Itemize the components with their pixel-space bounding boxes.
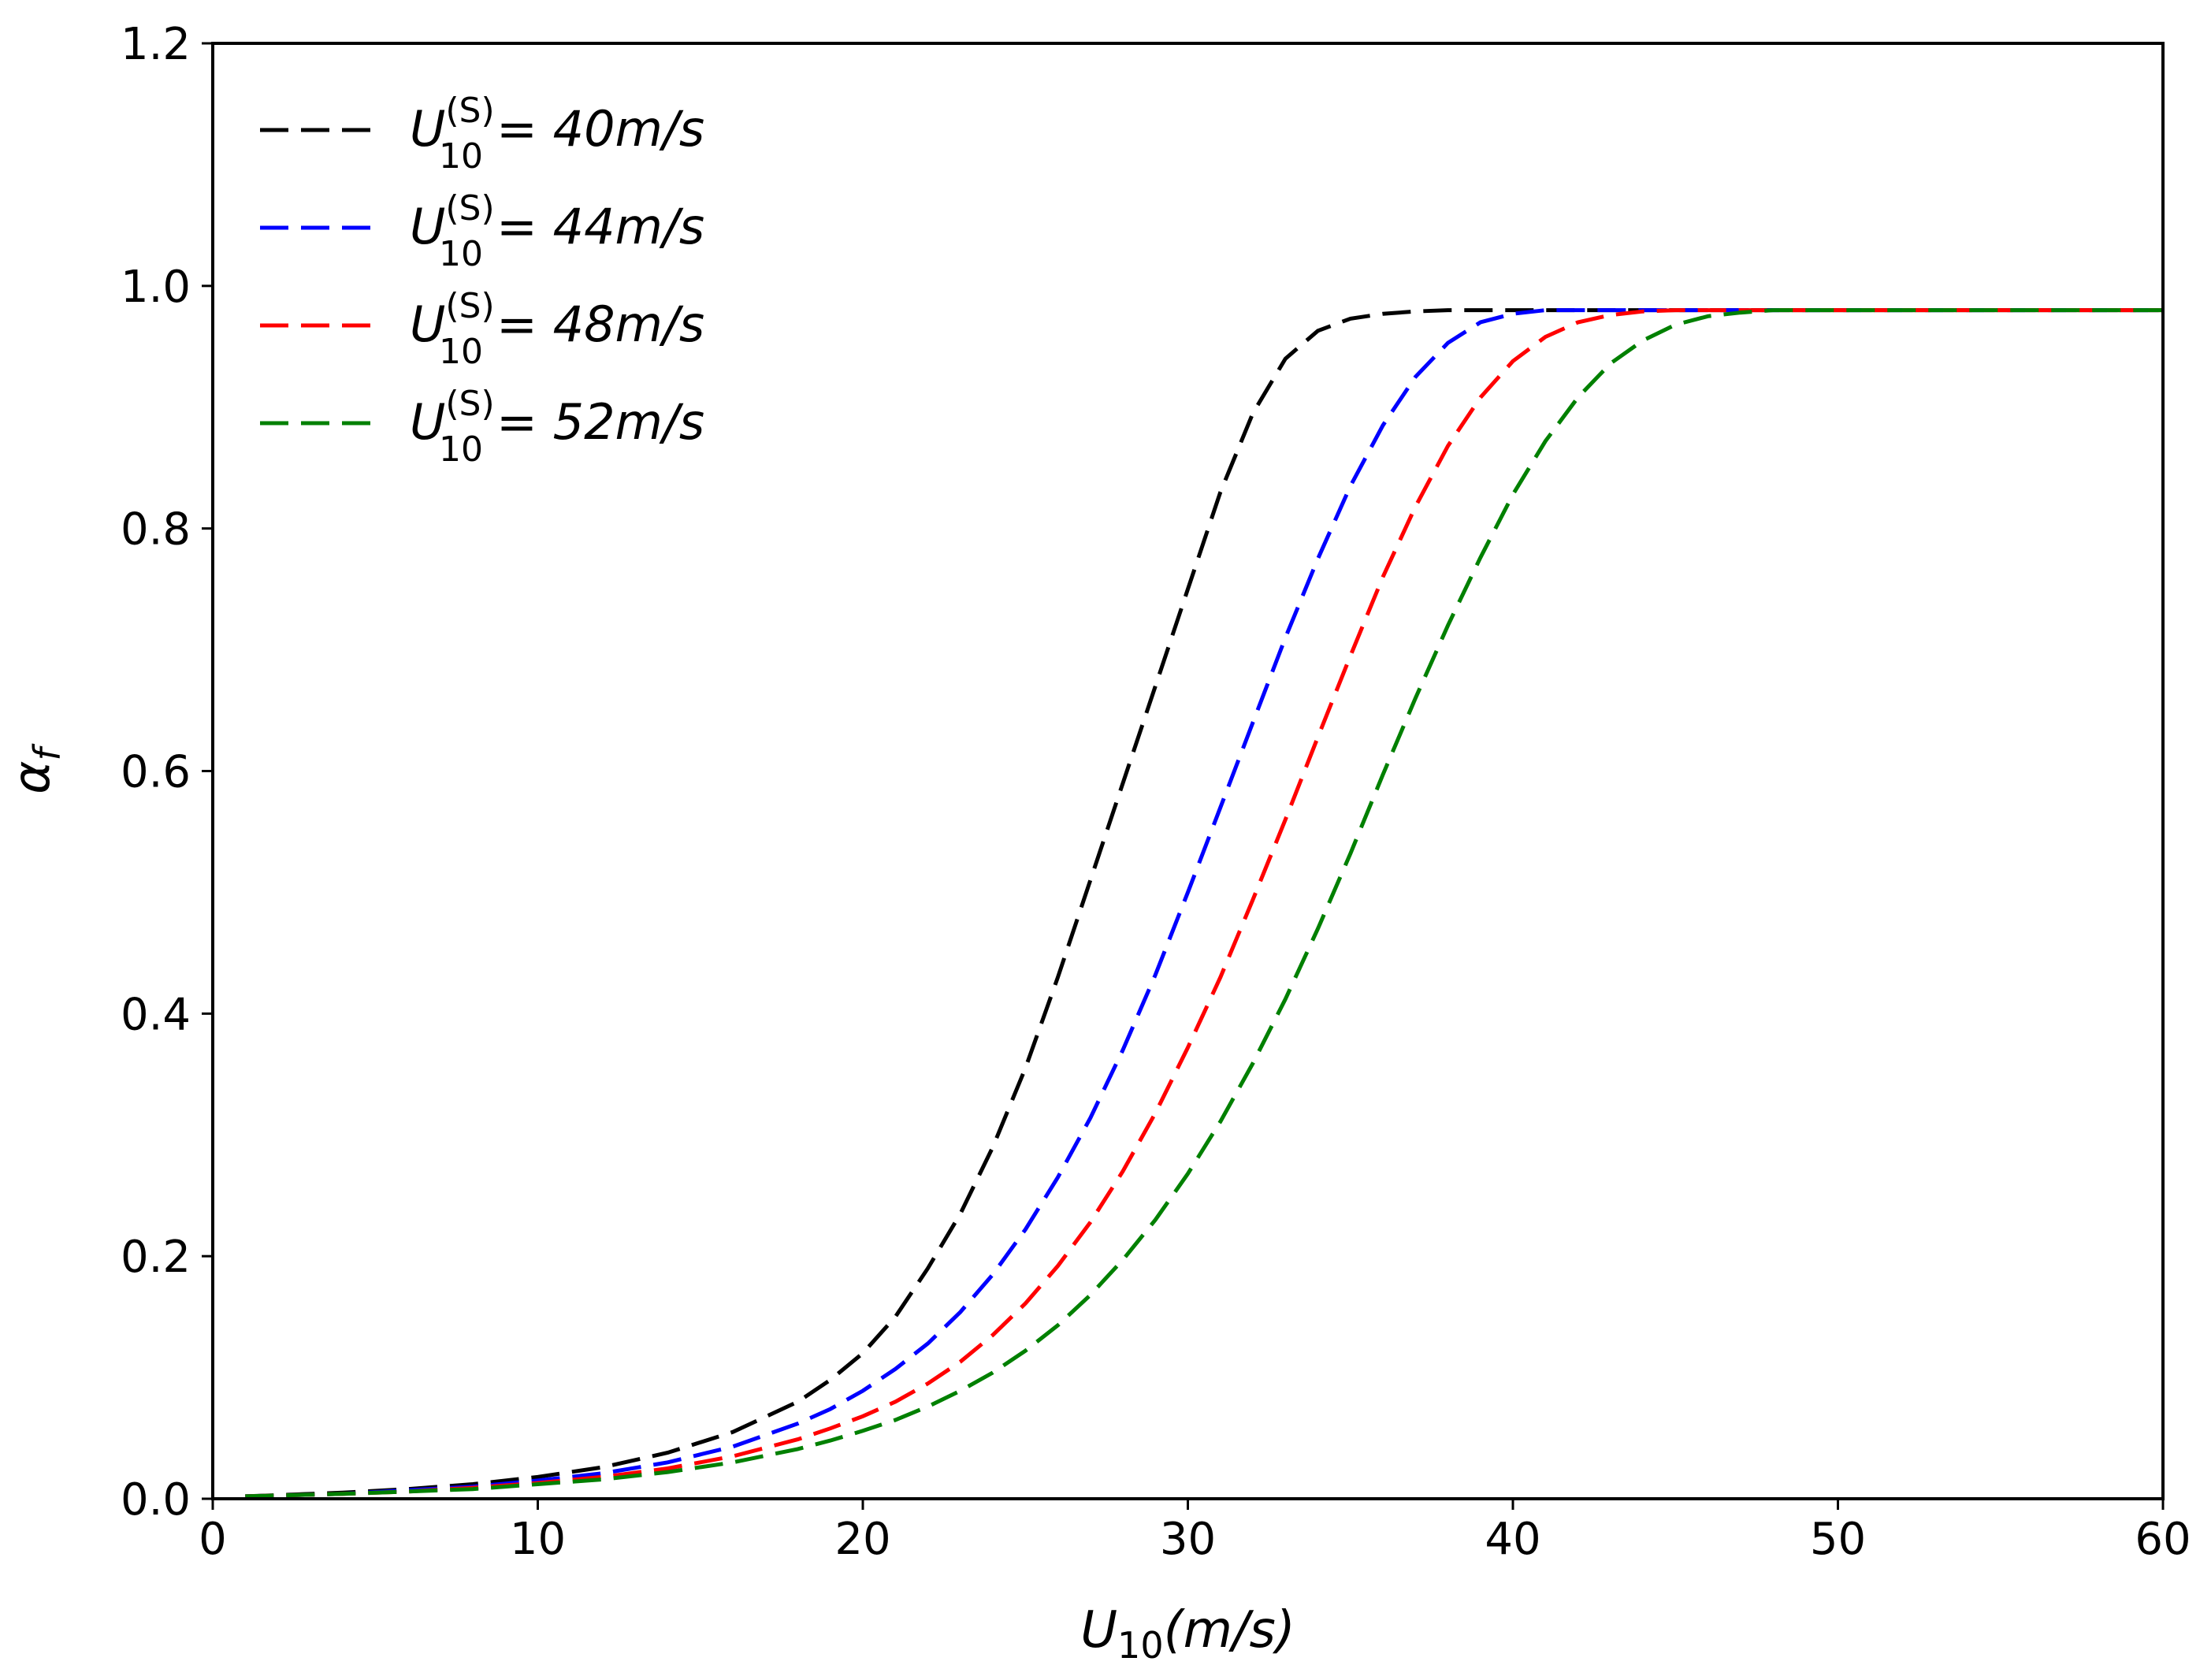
y-axis-symbol: α (3, 761, 61, 794)
x-tick-label: 30 (1160, 1514, 1216, 1565)
y-tick-label: 0.4 (121, 989, 191, 1040)
x-axis-symbol: U (1080, 1601, 1117, 1660)
legend-label: U(S) 10 = 44m/s (410, 188, 704, 274)
legend-label: U(S) 10 = 40m/s (410, 91, 704, 177)
x-tick-label: 60 (2135, 1514, 2191, 1565)
y-axis-ticks: 0.0 0.2 0.4 0.6 0.8 1.0 1.2 (121, 19, 213, 1526)
legend-label: U(S) 10 = 52m/s (410, 384, 704, 470)
series-line-3 (245, 308, 2163, 1499)
legend: U(S) 10 = 40m/s U(S) 10 = 44m/s U(S) 10 = 48m/s U… (260, 91, 704, 470)
legend-entry-3: U(S) 10 = 48m/s (260, 286, 704, 372)
y-tick-label: 1.0 (121, 262, 191, 313)
y-tick-label: 0.6 (121, 747, 191, 798)
x-axis-unit: (m/s) (1164, 1601, 1295, 1660)
x-axis-label: U10(m/s) (1080, 1601, 1295, 1667)
x-tick-label: 40 (1485, 1514, 1540, 1565)
x-axis-subscript: 10 (1117, 1624, 1164, 1667)
x-tick-label: 50 (1810, 1514, 1866, 1565)
x-tick-label: 20 (834, 1514, 890, 1565)
x-tick-label: 10 (510, 1514, 566, 1565)
x-tick-label: 0 (199, 1514, 227, 1565)
legend-entry-4: U(S) 10 = 52m/s (260, 384, 704, 470)
legend-entry-1: U(S) 10 = 40m/s (260, 91, 704, 177)
y-tick-label: 1.2 (121, 19, 191, 70)
series-line-4 (245, 308, 2163, 1499)
series-line-2 (245, 308, 2163, 1499)
legend-entry-2: U(S) 10 = 44m/s (260, 188, 704, 274)
plot-frame (211, 42, 2165, 1500)
y-tick-label: 0.8 (121, 504, 191, 556)
legend-label: U(S) 10 = 48m/s (410, 286, 704, 372)
plot-lines (245, 308, 2163, 1499)
y-tick-label: 0.2 (121, 1232, 191, 1283)
y-tick-label: 0.0 (121, 1474, 191, 1526)
x-axis-ticks: 0 10 20 30 40 50 60 (199, 1499, 2191, 1565)
